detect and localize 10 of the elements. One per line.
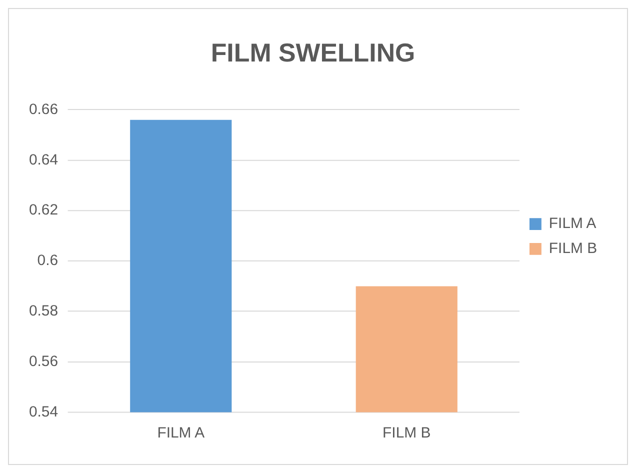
- chart-title: FILM SWELLING: [210, 40, 416, 68]
- y-tick-label: 0.66: [28, 100, 58, 118]
- y-tick-label: 0.58: [28, 302, 58, 320]
- y-tick-label: 0.6: [37, 252, 58, 270]
- y-tick-label: 0.64: [28, 151, 58, 168]
- y-tick-label: 0.54: [28, 403, 58, 420]
- legend-label: FILM A: [548, 215, 596, 232]
- legend-label: FILM B: [548, 240, 598, 258]
- y-tick-label: 0.62: [28, 202, 58, 219]
- y-tick-label: 0.56: [28, 352, 58, 370]
